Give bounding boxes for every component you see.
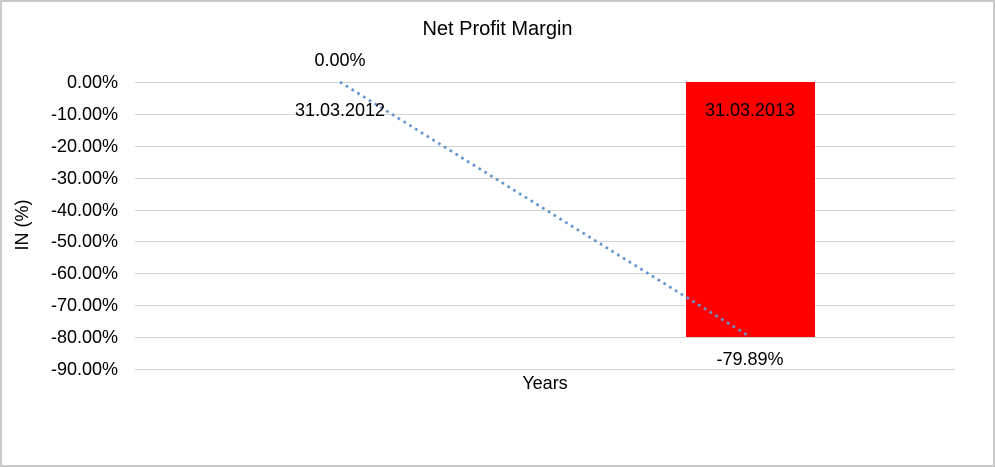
gridline xyxy=(135,145,955,147)
y-axis-tick-label: -20.00% xyxy=(50,135,118,156)
gridline xyxy=(135,369,955,370)
gridline xyxy=(135,241,955,243)
gridline xyxy=(135,273,955,275)
category-label: 31.03.2013 xyxy=(704,100,796,120)
y-axis-tick-label: -30.00% xyxy=(50,167,118,188)
y-axis-tick-label: -90.00% xyxy=(50,359,118,379)
y-axis-tick-label: -50.00% xyxy=(50,231,118,252)
y-axis-tick-label: 0.00% xyxy=(66,72,118,92)
gridline xyxy=(135,337,955,339)
y-axis-tick-label: -10.00% xyxy=(50,103,118,124)
data-label: -79.89% xyxy=(716,348,784,369)
gridline xyxy=(135,82,955,83)
y-axis-tick-label: -70.00% xyxy=(50,295,118,316)
y-axis-tick-label: -40.00% xyxy=(50,199,118,220)
gridline xyxy=(135,177,955,179)
x-axis-title: Years xyxy=(522,373,568,393)
y-axis-title: IN (%) xyxy=(12,199,32,251)
y-axis-tick-label: -60.00% xyxy=(50,263,118,284)
gridline xyxy=(135,305,955,307)
y-axis-tick-label: -80.00% xyxy=(50,327,118,348)
category-label: 31.03.2012 xyxy=(294,100,386,120)
chart-title: Net Profit Margin xyxy=(422,18,573,40)
gridline xyxy=(135,209,955,211)
data-label: 0.00% xyxy=(314,50,366,70)
